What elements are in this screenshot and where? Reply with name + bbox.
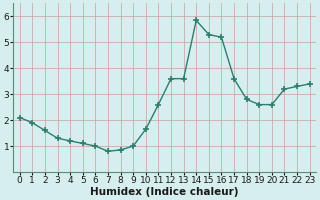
X-axis label: Humidex (Indice chaleur): Humidex (Indice chaleur) <box>91 187 239 197</box>
